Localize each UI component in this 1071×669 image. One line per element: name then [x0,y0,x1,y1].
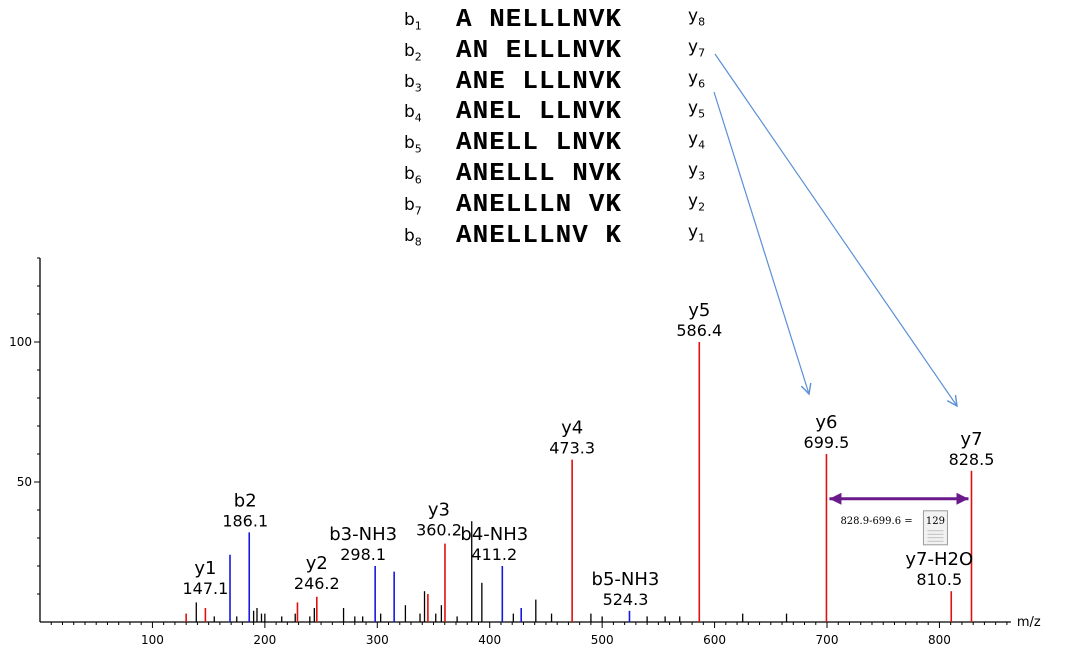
x-tick-label: 300 [366,633,389,647]
x-tick-label: 100 [141,633,164,647]
peak-mz-label: 828.5 [949,450,995,469]
peak-mz-label: 411.2 [471,545,517,564]
b-ion-label: b8 [404,225,422,248]
fragment-row: b3 ANE LLLNVK y6 [400,66,730,96]
y-ion-label: y1 [688,221,706,244]
x-tick-label: 700 [816,633,839,647]
x-tick-label: 200 [253,633,276,647]
y-ion-label: y5 [688,98,706,121]
peak-ion-label: y7 [960,429,982,450]
peak-ion-label: b3-NH3 [329,524,397,545]
peptide-sequence: ANELLLN VK [456,188,623,219]
y-ion-label: y8 [688,6,706,29]
y-ion-label: y3 [688,160,706,183]
peptide-sequence: ANELL LNVK [456,127,623,158]
fragment-row: b8 ANELLLNV K y1 [400,220,730,250]
x-axis-label: m/z [1017,615,1041,630]
x-tick-label: 500 [591,633,614,647]
fragment-row: b4 ANEL LLNVK y5 [400,96,730,126]
peak-ion-label: y1 [194,558,216,579]
peak-mz-label: 699.5 [804,433,850,452]
peak-mz-label: 360.2 [416,521,462,540]
fragment-row: b5 ANELL LNVK y4 [400,127,730,157]
peptide-sequence: ANE LLLNVK [456,65,623,96]
peak-mz-label: 147.1 [182,579,228,598]
peak-ion-label: y6 [815,412,837,433]
y-tick-label: 50 [17,475,32,489]
b-ion-label: b2 [404,40,422,64]
y-ion-label: y2 [688,190,706,214]
peak-ion-label: y4 [561,418,583,439]
result-box [922,510,948,546]
b-ion-label: b4 [404,102,422,125]
b-ion-label: b3 [404,71,422,94]
b-ion-label: b7 [404,194,422,218]
fragment-row: b7 ANELLLN VK y2 [400,189,730,219]
b-ion-label: b5 [404,133,422,156]
mass-difference-text: 828.9-699.6 = [840,516,912,527]
y-ion-label: y4 [688,129,706,152]
x-tick-label: 400 [478,633,501,647]
peak-mz-label: 586.4 [676,321,722,340]
y6-pointer-arrow [713,91,809,394]
fragment-row: b2 AN ELLLNVK y7 [400,35,730,65]
b-ion-label: b6 [404,164,422,187]
y-tick-label: 100 [9,335,32,349]
peak-mz-label: 810.5 [916,570,962,589]
peak-ion-label: y3 [428,500,450,521]
mass-difference-result: 129 [926,516,945,527]
peak-ion-label: y5 [688,300,710,321]
y-ion-label: y7 [688,36,706,60]
x-tick-label: 800 [928,633,951,647]
peptide-sequence: ANELLL NVK [456,158,623,188]
fragment-row: b6 ANELLL NVK y3 [400,158,730,188]
peak-ion-label: b5-NH3 [592,569,660,590]
peak-ion-label: b2 [234,490,257,511]
peak-mz-label: 186.1 [222,511,268,530]
peak-mz-label: 298.1 [340,545,386,564]
peptide-sequence: ANEL LLNVK [456,96,623,127]
peptide-sequence: A NELLLNVK [456,4,623,34]
fragment-ion-table: b1 A NELLLNVK y8 b2 AN ELLLNVK y7 b3 ANE LLLNVK… [400,4,730,254]
y7-pointer-arrow [714,53,957,406]
peak-ion-label: y7-H2O [905,549,973,570]
peak-ion-label: y2 [306,553,328,574]
peak-ion-label: b4-NH3 [460,524,528,545]
y-ion-label: y6 [688,67,706,90]
peak-mz-label: 246.2 [294,574,340,593]
fragment-row: b1 A NELLLNVK y8 [400,4,730,34]
x-tick-label: 600 [703,633,726,647]
peptide-sequence: AN ELLLNVK [456,34,623,65]
peptide-sequence: ANELLLNV K [456,219,623,250]
peak-mz-label: 524.3 [603,590,649,609]
b-ion-label: b1 [404,10,422,33]
peak-mz-label: 473.3 [549,439,595,458]
